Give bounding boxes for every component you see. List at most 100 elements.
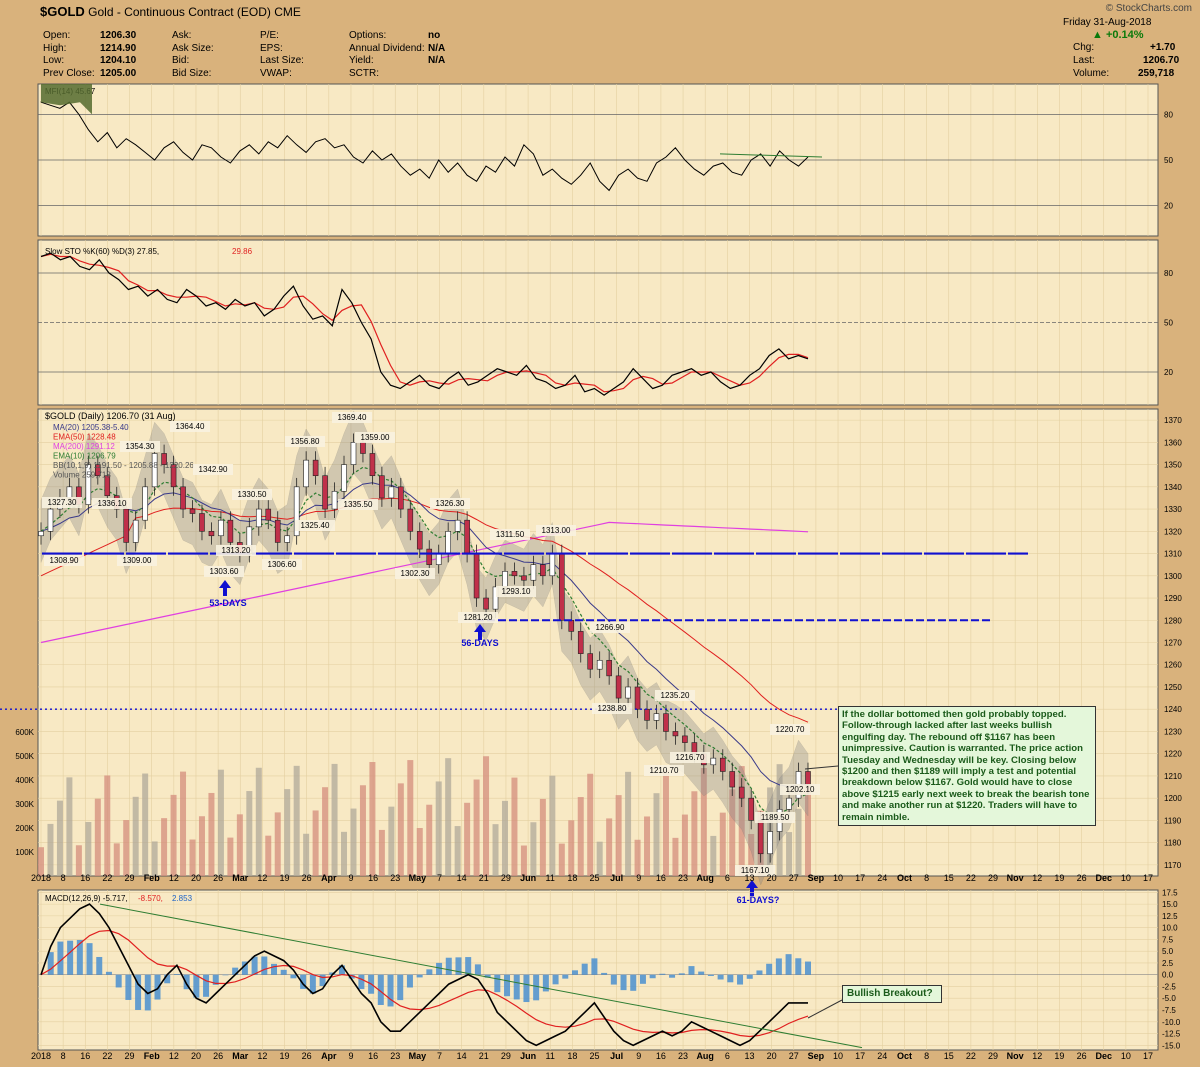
price-annotation-bg xyxy=(117,555,157,566)
x-axis-label: 16 xyxy=(80,873,90,883)
volume-bar xyxy=(132,796,139,876)
candle-body xyxy=(540,564,546,577)
x-axis-label: 2018 xyxy=(31,873,51,883)
x-axis-label: 29 xyxy=(988,873,998,883)
axis-tick: 1350 xyxy=(1164,461,1182,470)
macd-histogram-bar xyxy=(193,974,200,998)
x-axis-label: 14 xyxy=(457,873,467,883)
candle-body xyxy=(218,519,224,537)
macd-histogram-bar xyxy=(620,974,627,991)
volume-bar xyxy=(312,810,319,876)
x-axis-label: 11 xyxy=(546,873,555,883)
candle-body xyxy=(615,675,622,699)
axis-tick: 1170 xyxy=(1164,861,1182,870)
volume-bar xyxy=(66,777,73,876)
quote-value: N/A xyxy=(428,55,446,66)
x-axis-label: Oct xyxy=(897,1051,912,1061)
candle-body xyxy=(161,453,167,465)
volume-bar xyxy=(407,760,414,876)
volume-bar xyxy=(274,812,281,876)
x-axis-label: Dec xyxy=(1095,873,1112,883)
macd-histogram-bar xyxy=(406,974,413,988)
candle-body xyxy=(398,486,404,510)
candle-body xyxy=(142,486,148,521)
price-annotation: 1220.70 xyxy=(776,725,805,734)
price-annotation-bg xyxy=(770,724,810,735)
volume-bar xyxy=(786,832,793,876)
x-axis-label: Jun xyxy=(520,1051,536,1061)
price-annotation: 1336.10 xyxy=(98,499,127,508)
x-axis-label: 8 xyxy=(61,873,66,883)
candle-body xyxy=(47,508,54,532)
price-annotation: 1313.20 xyxy=(222,546,251,555)
volume-bar xyxy=(227,837,234,876)
macd-histogram-bar xyxy=(416,974,423,978)
macd-histogram-bar xyxy=(669,974,676,978)
volume-bar xyxy=(435,781,442,876)
axis-tick: 7.5 xyxy=(1162,935,1174,944)
quote-label: High: xyxy=(43,42,67,54)
legend-entry: Volume 259,718 xyxy=(53,471,111,480)
x-axis-label: 17 xyxy=(1143,1051,1153,1061)
x-axis-label: May xyxy=(409,873,427,883)
volume-bar xyxy=(208,792,215,876)
x-axis-label: 14 xyxy=(457,1051,467,1061)
macd-histogram-bar xyxy=(338,965,345,975)
axis-tick: -5.0 xyxy=(1162,994,1176,1003)
price-annotation-bg xyxy=(655,690,695,701)
change-percent: ▲ +0.14% xyxy=(1092,29,1144,41)
price-annotation: 1216.70 xyxy=(676,753,705,762)
x-axis-label: Apr xyxy=(321,873,337,883)
x-axis-label: 17 xyxy=(855,873,865,883)
candle-body xyxy=(95,464,101,477)
volume-bar xyxy=(719,812,726,876)
x-axis-label: 9 xyxy=(348,873,353,883)
price-annotation-bg xyxy=(395,568,435,579)
quote-value: 1205.00 xyxy=(100,67,137,79)
macd-histogram-bar xyxy=(76,939,83,975)
candle-body xyxy=(189,508,196,514)
x-axis-label: May xyxy=(409,1051,427,1061)
cycle-arrow-icon xyxy=(219,580,231,596)
price-annotation-bg xyxy=(590,622,630,633)
cycle-label: 61-DAYS? xyxy=(737,895,780,905)
candle-body xyxy=(341,464,347,492)
volume-bar xyxy=(378,829,385,876)
price-annotation-bg xyxy=(458,612,498,623)
candle-body xyxy=(530,564,537,581)
macd-histogram-bar xyxy=(57,941,64,975)
quote-value: N/A xyxy=(428,42,446,54)
axis-tick: 1220 xyxy=(1164,750,1182,759)
candle-body xyxy=(445,531,451,554)
x-axis-label: 16 xyxy=(368,1051,378,1061)
x-axis-label: 26 xyxy=(302,873,312,883)
x-axis-label: 22 xyxy=(966,1051,976,1061)
candle-body xyxy=(151,453,158,488)
x-axis-label: Dec xyxy=(1095,1051,1112,1061)
volume-bar xyxy=(94,798,101,876)
price-annotation: 1342.90 xyxy=(199,465,228,474)
x-axis-label: 12 xyxy=(169,1051,179,1061)
price-annotation: 1364.40 xyxy=(176,422,205,431)
volume-bar xyxy=(596,841,603,876)
macd-histogram-bar xyxy=(678,973,685,975)
x-axis-label: 22 xyxy=(102,873,112,883)
x-axis-label: 29 xyxy=(988,1051,998,1061)
volume-bar xyxy=(606,818,613,876)
mfi-trendline xyxy=(719,153,823,158)
axis-tick: 1320 xyxy=(1164,527,1182,536)
x-axis-label: 26 xyxy=(1077,1051,1087,1061)
volume-bar xyxy=(700,768,707,876)
volume-bar xyxy=(501,800,508,876)
x-axis-label: Jul xyxy=(610,1051,623,1061)
axis-tick: -7.5 xyxy=(1162,1006,1176,1015)
candle-body xyxy=(369,453,376,477)
x-axis-label: 22 xyxy=(966,873,976,883)
candle-body xyxy=(426,548,433,565)
chg-value: +1.70 xyxy=(1150,42,1176,53)
sto-d-line xyxy=(40,253,809,393)
price-annotation: 1369.40 xyxy=(338,413,367,422)
macd-histogram-bar xyxy=(280,969,287,975)
x-axis-label: 11 xyxy=(546,1051,555,1061)
quote-date: Friday 31-Aug-2018 xyxy=(1063,17,1152,28)
